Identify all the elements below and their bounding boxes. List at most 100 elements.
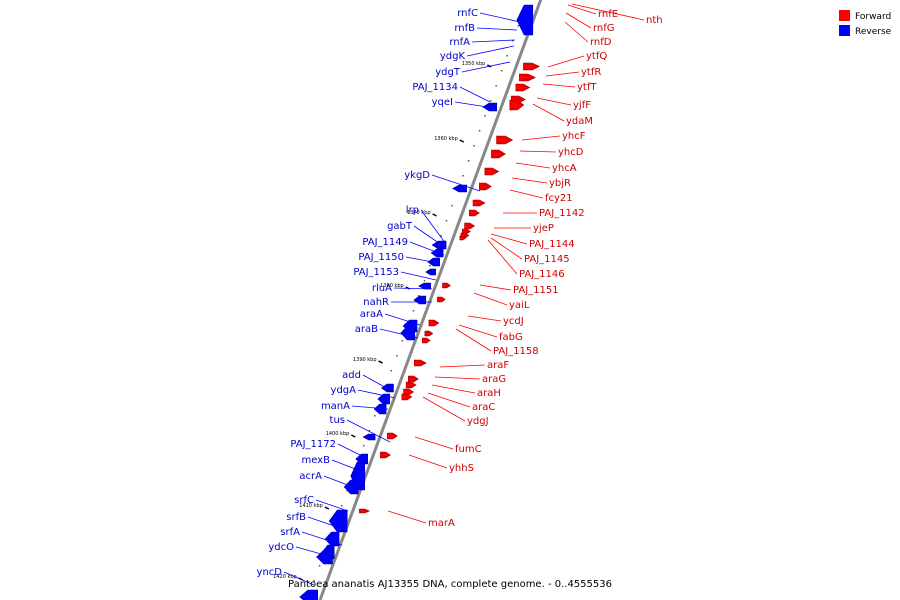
reverse-gene-mark[interactable]: [373, 403, 387, 415]
reverse-gene-mark[interactable]: [418, 282, 431, 290]
reverse-gene-mark[interactable]: [362, 433, 376, 441]
reverse-gene-mark[interactable]: [431, 240, 447, 250]
reverse-gene-label[interactable]: ydgA: [331, 385, 357, 396]
reverse-gene-label[interactable]: PAJ_1149: [362, 237, 408, 248]
forward-gene-mark[interactable]: [484, 167, 500, 176]
forward-gene-label[interactable]: PAJ_1145: [524, 254, 570, 265]
forward-gene-label[interactable]: araG: [482, 374, 506, 385]
forward-gene-mark[interactable]: [469, 209, 481, 217]
reverse-gene-label[interactable]: PAJ_1150: [358, 252, 404, 263]
forward-gene-label[interactable]: ytfT: [577, 82, 597, 93]
forward-gene-mark[interactable]: [459, 235, 467, 241]
reverse-gene-label[interactable]: gabT: [387, 221, 413, 232]
reverse-gene-label[interactable]: ykgD: [404, 170, 430, 181]
reverse-gene-mark[interactable]: [343, 479, 359, 495]
reverse-gene-label[interactable]: rluA: [372, 283, 392, 294]
reverse-gene-label[interactable]: yncD: [257, 567, 283, 578]
reverse-gene-label[interactable]: yqeI: [432, 97, 453, 108]
forward-gene-mark[interactable]: [464, 222, 476, 230]
reverse-gene-label[interactable]: PAJ_1153: [353, 267, 399, 278]
reverse-gene-mark[interactable]: [315, 549, 333, 565]
forward-gene-mark[interactable]: [519, 73, 537, 82]
reverse-gene-label[interactable]: mexB: [302, 455, 331, 466]
reverse-gene-label[interactable]: manA: [321, 401, 350, 412]
forward-gene-label[interactable]: rnfG: [593, 23, 615, 34]
forward-gene-label[interactable]: yaiL: [509, 300, 530, 311]
reverse-gene-label[interactable]: srfB: [286, 512, 306, 523]
reverse-gene-label[interactable]: srfA: [280, 527, 300, 538]
forward-gene-label[interactable]: fabG: [499, 332, 523, 343]
forward-gene-label[interactable]: fumC: [455, 444, 482, 455]
forward-gene-mark[interactable]: [437, 296, 447, 303]
forward-gene-mark[interactable]: [472, 199, 486, 207]
forward-gene-label[interactable]: PAJ_1146: [519, 269, 565, 280]
reverse-gene-mark[interactable]: [355, 453, 368, 465]
reverse-gene-mark[interactable]: [298, 589, 318, 600]
reverse-gene-mark[interactable]: [424, 268, 436, 276]
forward-gene-label[interactable]: fcy21: [545, 193, 573, 204]
forward-gene-label[interactable]: ybjR: [549, 178, 571, 189]
forward-gene-label[interactable]: PAJ_1144: [529, 239, 575, 250]
reverse-gene-label[interactable]: srfC: [294, 495, 314, 506]
forward-gene-label[interactable]: ydaM: [566, 116, 593, 127]
forward-gene-mark[interactable]: [408, 375, 420, 383]
forward-gene-mark[interactable]: [428, 319, 440, 327]
reverse-gene-label[interactable]: rnfA: [449, 37, 470, 48]
reverse-gene-mark[interactable]: [516, 4, 534, 36]
forward-gene-mark[interactable]: [515, 83, 531, 92]
forward-gene-label[interactable]: yhcD: [558, 147, 584, 158]
forward-gene-label[interactable]: ytfR: [581, 67, 601, 78]
reverse-gene-label[interactable]: acrA: [299, 471, 322, 482]
reverse-gene-label[interactable]: araB: [355, 324, 378, 335]
reverse-gene-label[interactable]: nahR: [363, 297, 389, 308]
forward-gene-mark[interactable]: [414, 359, 427, 367]
forward-gene-label[interactable]: PAJ_1142: [539, 208, 585, 219]
reverse-gene-label[interactable]: add: [342, 370, 361, 381]
reverse-gene-mark[interactable]: [328, 509, 348, 533]
reverse-gene-label[interactable]: ydcO: [268, 542, 294, 553]
forward-gene-mark[interactable]: [424, 330, 434, 337]
reverse-gene-mark[interactable]: [452, 184, 467, 193]
forward-gene-label[interactable]: rnfE: [598, 9, 618, 20]
reverse-gene-label[interactable]: rnfC: [457, 8, 478, 19]
forward-gene-label[interactable]: araC: [472, 402, 495, 413]
forward-gene-label[interactable]: yjeP: [533, 223, 554, 234]
reverse-gene-label[interactable]: ydgT: [435, 67, 461, 78]
reverse-gene-mark[interactable]: [413, 295, 427, 305]
forward-gene-mark[interactable]: [422, 337, 432, 344]
reverse-gene-label[interactable]: araA: [360, 309, 383, 320]
reverse-gene-label[interactable]: ydgK: [440, 51, 466, 62]
forward-gene-mark[interactable]: [523, 62, 541, 71]
reverse-gene-label[interactable]: rnfB: [454, 23, 475, 34]
forward-gene-label[interactable]: rnfD: [590, 37, 612, 48]
forward-gene-mark[interactable]: [405, 381, 418, 389]
forward-gene-mark[interactable]: [442, 282, 452, 289]
forward-gene-label[interactable]: nth: [646, 15, 663, 26]
forward-gene-mark[interactable]: [380, 451, 392, 459]
reverse-gene-mark[interactable]: [324, 531, 340, 547]
forward-gene-label[interactable]: ycdJ: [503, 316, 524, 327]
reverse-gene-label[interactable]: PAJ_1172: [290, 439, 336, 450]
forward-gene-mark[interactable]: [496, 135, 514, 145]
reverse-gene-label[interactable]: PAJ_1134: [412, 82, 458, 93]
reverse-gene-label[interactable]: tus: [330, 415, 345, 426]
forward-gene-mark[interactable]: [401, 393, 413, 401]
forward-gene-label[interactable]: ytfQ: [586, 51, 607, 62]
forward-gene-label[interactable]: araH: [477, 388, 501, 399]
forward-gene-label[interactable]: yhcA: [552, 163, 577, 174]
forward-gene-label[interactable]: yhhS: [449, 463, 474, 474]
forward-gene-mark[interactable]: [359, 508, 371, 514]
forward-gene-label[interactable]: yhcF: [562, 131, 586, 142]
forward-gene-mark[interactable]: [491, 149, 507, 159]
reverse-gene-mark[interactable]: [430, 248, 444, 258]
forward-gene-label[interactable]: marA: [428, 518, 455, 529]
forward-gene-label[interactable]: PAJ_1158: [493, 346, 539, 357]
forward-gene-label[interactable]: yjfF: [573, 100, 591, 111]
forward-gene-mark[interactable]: [479, 182, 493, 191]
forward-gene-label[interactable]: PAJ_1151: [513, 285, 559, 296]
reverse-gene-mark[interactable]: [400, 325, 416, 341]
forward-gene-label[interactable]: araF: [487, 360, 509, 371]
forward-gene-label[interactable]: ydgJ: [467, 416, 489, 427]
reverse-gene-label[interactable]: lrp: [406, 205, 419, 216]
forward-gene-mark[interactable]: [509, 99, 525, 111]
